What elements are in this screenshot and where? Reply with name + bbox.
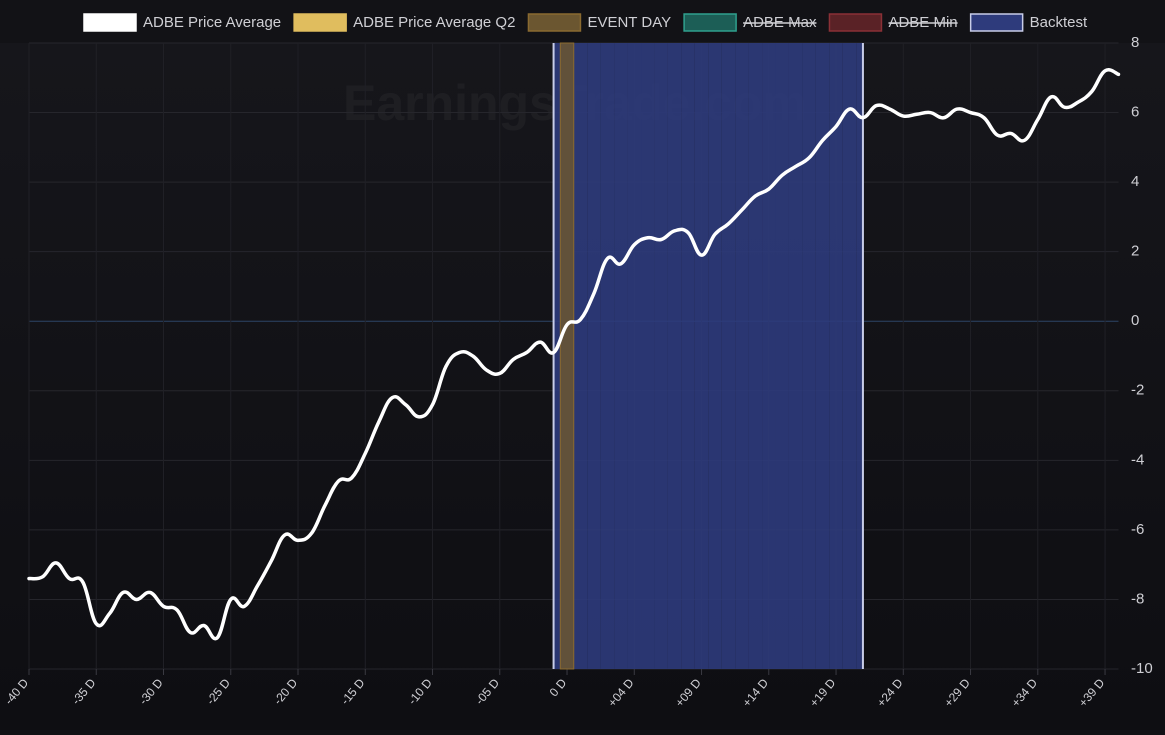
legend-swatch [828,13,883,32]
y-tick-label: 8 [1131,34,1139,51]
backtest-segment [735,43,749,669]
backtest-segment [829,43,843,669]
legend-swatch [969,13,1024,32]
y-tick-label: 4 [1131,173,1139,190]
y-tick-label: -8 [1131,590,1144,607]
y-tick-label: -4 [1131,451,1144,468]
legend-swatch [683,13,737,32]
backtest-segment [641,43,655,669]
backtest-segment [681,43,695,669]
legend-label: Backtest [1030,14,1088,31]
backtest-segment [553,43,561,669]
backtest-segment [600,43,615,669]
backtest-segment [762,43,776,669]
backtest-segment [815,43,830,669]
backtest-segment [775,43,789,669]
backtest-segment [573,43,588,669]
backtest-segment [694,43,709,669]
y-tick-label: -2 [1131,382,1144,399]
y-tick-label: 0 [1131,312,1139,329]
price-line [27,68,1121,641]
backtest-segment [802,43,816,669]
y-tick-label: 2 [1131,243,1139,260]
legend-swatch [83,13,137,32]
y-tick-label: -6 [1131,521,1144,538]
y-tick-label: 6 [1131,104,1139,121]
backtest-segment [721,43,736,669]
legend-label: ADBE Price Average Q2 [353,14,515,31]
backtest-segment [748,43,763,669]
backtest-segment [788,43,803,669]
backtest-segment [842,43,857,669]
y-tick-label: -10 [1131,660,1153,677]
legend-label: EVENT DAY [587,14,671,31]
backtest-segment [614,43,628,669]
backtest-segment [708,43,722,669]
backtest-segment [627,43,642,669]
backtest-segment [654,43,668,669]
backtest-segment [667,43,682,669]
legend-swatch [527,13,582,32]
event-day-bar [559,42,575,670]
legend-swatch [293,13,347,32]
legend-label: ADBE Price Average [143,14,281,31]
backtest-segment [587,43,601,669]
backtest-segment [856,43,863,669]
